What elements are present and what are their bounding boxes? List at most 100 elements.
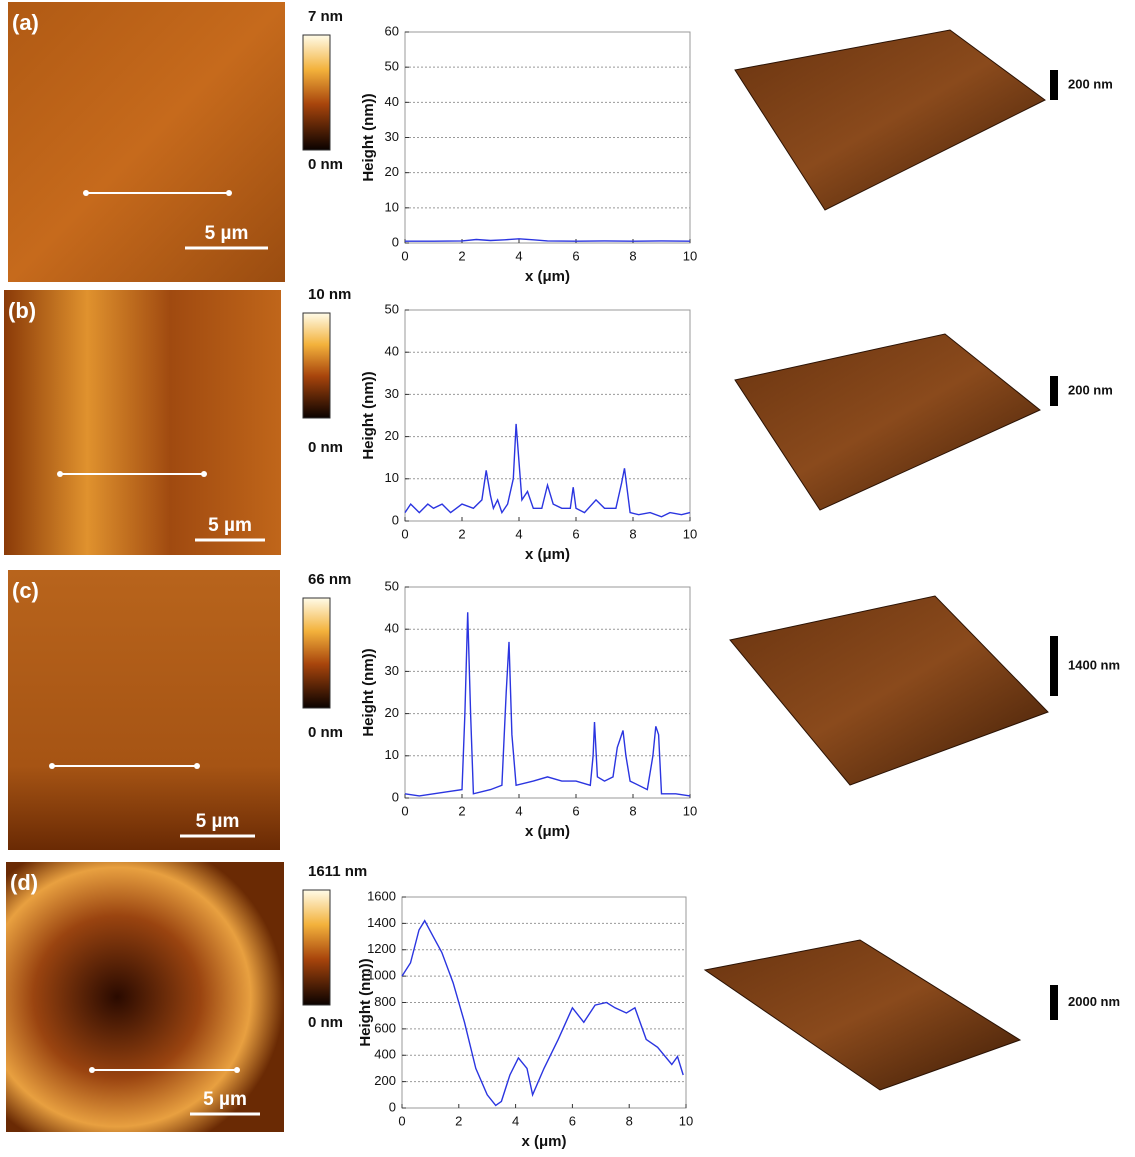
x-axis-label: x (μm) bbox=[525, 823, 570, 840]
colorbar bbox=[302, 597, 331, 709]
x-tick-label: 6 bbox=[572, 248, 579, 263]
plot-area bbox=[404, 309, 691, 522]
height-bar-label: 2000 nm bbox=[1068, 994, 1120, 1009]
x-tick-label: 10 bbox=[683, 248, 697, 263]
y-tick-label: 0 bbox=[392, 234, 399, 249]
height-bar bbox=[1050, 636, 1058, 696]
y-tick-label: 200 bbox=[374, 1073, 396, 1088]
x-tick-label: 0 bbox=[401, 803, 408, 818]
scale-bar-label: 5 µm bbox=[205, 223, 249, 244]
colorbar-max: 7 nm bbox=[308, 8, 343, 25]
profile-end bbox=[226, 190, 232, 196]
scale-bar-label: 5 µm bbox=[196, 811, 240, 832]
colorbar-max: 66 nm bbox=[308, 571, 351, 588]
surface-3d bbox=[729, 595, 1049, 786]
afm-image bbox=[8, 2, 285, 282]
y-axis-label: Height (nm)) bbox=[360, 371, 377, 459]
x-tick-label: 8 bbox=[629, 248, 636, 263]
afm-image bbox=[4, 290, 281, 555]
x-tick-label: 6 bbox=[572, 803, 579, 818]
plot-area bbox=[404, 31, 691, 244]
afm-image bbox=[6, 862, 284, 1132]
colorbar-max: 10 nm bbox=[308, 286, 351, 303]
y-tick-label: 1600 bbox=[367, 888, 396, 903]
profile-end bbox=[194, 763, 200, 769]
afm-image bbox=[8, 570, 280, 850]
y-tick-label: 40 bbox=[385, 94, 399, 109]
height-bar-label: 1400 nm bbox=[1068, 657, 1120, 672]
y-tick-label: 800 bbox=[374, 994, 396, 1009]
x-tick-label: 4 bbox=[515, 803, 522, 818]
y-tick-label: 10 bbox=[385, 470, 399, 485]
y-tick-label: 0 bbox=[392, 512, 399, 527]
panel-label: (a) bbox=[12, 10, 39, 35]
x-tick-label: 6 bbox=[572, 526, 579, 541]
y-tick-label: 0 bbox=[389, 1099, 396, 1114]
x-tick-label: 0 bbox=[398, 1113, 405, 1128]
profile-end bbox=[83, 190, 89, 196]
colorbar bbox=[302, 34, 331, 151]
profile-end bbox=[89, 1067, 95, 1073]
colorbar-min: 0 nm bbox=[308, 156, 343, 173]
x-tick-label: 4 bbox=[512, 1113, 519, 1128]
x-tick-label: 10 bbox=[683, 526, 697, 541]
plot-area bbox=[404, 586, 691, 799]
x-tick-label: 0 bbox=[401, 526, 408, 541]
y-axis-label: Height (nm)) bbox=[360, 648, 377, 736]
x-tick-label: 2 bbox=[458, 248, 465, 263]
x-axis-label: x (μm) bbox=[521, 1133, 566, 1150]
y-tick-label: 1000 bbox=[367, 968, 396, 983]
y-tick-label: 600 bbox=[374, 1020, 396, 1035]
colorbar-min: 0 nm bbox=[308, 724, 343, 741]
x-tick-label: 2 bbox=[455, 1113, 462, 1128]
y-tick-label: 30 bbox=[385, 129, 399, 144]
surface-3d bbox=[703, 939, 1022, 1091]
profile-end bbox=[234, 1067, 240, 1073]
x-axis-label: x (μm) bbox=[525, 546, 570, 563]
y-tick-label: 50 bbox=[385, 301, 399, 316]
y-tick-label: 0 bbox=[392, 789, 399, 804]
y-tick-label: 60 bbox=[385, 23, 399, 38]
y-tick-label: 20 bbox=[385, 164, 399, 179]
height-bar bbox=[1050, 376, 1058, 406]
y-tick-label: 1200 bbox=[367, 941, 396, 956]
height-bar bbox=[1050, 70, 1058, 100]
surface-3d bbox=[734, 333, 1041, 511]
x-tick-label: 8 bbox=[629, 526, 636, 541]
profile-curve bbox=[401, 919, 684, 1107]
height-bar-label: 200 nm bbox=[1068, 382, 1113, 397]
y-tick-label: 40 bbox=[385, 621, 399, 636]
y-tick-label: 30 bbox=[385, 663, 399, 678]
colorbar-max: 1611 nm bbox=[308, 863, 367, 880]
x-tick-label: 2 bbox=[458, 803, 465, 818]
colorbar-min: 0 nm bbox=[308, 1014, 343, 1031]
colorbar-min: 0 nm bbox=[308, 439, 343, 456]
y-tick-label: 50 bbox=[385, 578, 399, 593]
surface-3d bbox=[734, 29, 1046, 211]
x-tick-label: 8 bbox=[629, 803, 636, 818]
y-tick-label: 400 bbox=[374, 1047, 396, 1062]
y-tick-label: 40 bbox=[385, 344, 399, 359]
panel-label: (b) bbox=[8, 298, 36, 323]
profile-curve bbox=[404, 612, 691, 797]
y-tick-label: 1400 bbox=[367, 915, 396, 930]
x-tick-label: 4 bbox=[515, 526, 522, 541]
colorbar bbox=[302, 312, 331, 419]
y-axis-label: Height (nm)) bbox=[357, 958, 374, 1046]
x-tick-label: 10 bbox=[683, 803, 697, 818]
x-tick-label: 2 bbox=[458, 526, 465, 541]
y-tick-label: 30 bbox=[385, 386, 399, 401]
colorbar bbox=[302, 889, 331, 1006]
scale-bar-label: 5 µm bbox=[203, 1089, 247, 1110]
y-tick-label: 50 bbox=[385, 59, 399, 74]
profile-end bbox=[201, 471, 207, 477]
y-tick-label: 20 bbox=[385, 428, 399, 443]
x-axis-label: x (μm) bbox=[525, 268, 570, 285]
y-tick-label: 10 bbox=[385, 747, 399, 762]
height-bar-label: 200 nm bbox=[1068, 76, 1113, 91]
profile-end bbox=[57, 471, 63, 477]
x-tick-label: 0 bbox=[401, 248, 408, 263]
profile-end bbox=[49, 763, 55, 769]
x-tick-label: 4 bbox=[515, 248, 522, 263]
